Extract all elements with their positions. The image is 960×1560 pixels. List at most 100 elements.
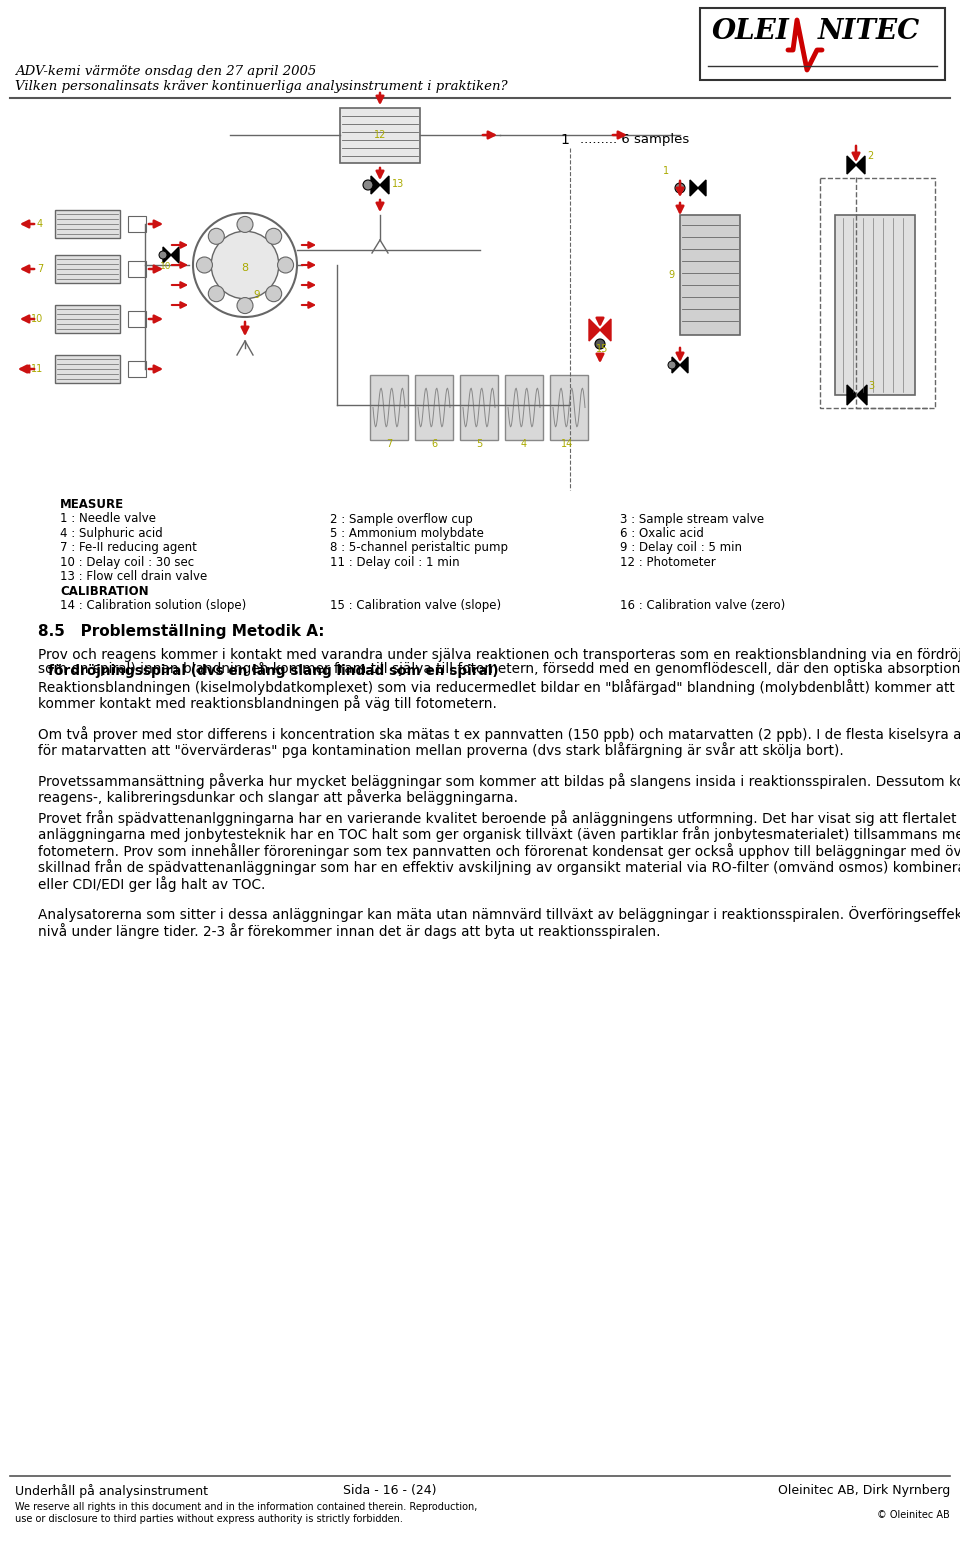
Polygon shape (371, 176, 380, 193)
Polygon shape (698, 179, 706, 197)
Circle shape (675, 183, 685, 193)
Polygon shape (680, 357, 688, 373)
Text: ......... 6 samples: ......... 6 samples (580, 133, 689, 147)
Text: Analysatorerna som sitter i dessa anläggningar kan mäta utan nämnvärd tillväxt a: Analysatorerna som sitter i dessa anlägg… (38, 906, 960, 922)
Text: 3 : Sample stream valve: 3 : Sample stream valve (620, 513, 764, 526)
Text: för matarvatten att "övervärderas" pga kontamination mellan proverna (dvs stark : för matarvatten att "övervärderas" pga k… (38, 743, 844, 758)
Text: 8 : 5-channel peristaltic pump: 8 : 5-channel peristaltic pump (330, 541, 508, 554)
Polygon shape (171, 246, 179, 264)
Text: Vilken personalinsats kräver kontinuerliga analysinstrument i praktiken?: Vilken personalinsats kräver kontinuerli… (15, 80, 508, 94)
Text: OLEI: OLEI (712, 70, 737, 80)
Bar (550, 374, 588, 440)
Circle shape (159, 251, 167, 259)
Circle shape (266, 285, 281, 301)
Text: Oleinitec AB, Dirk Nyrnberg: Oleinitec AB, Dirk Nyrnberg (778, 1484, 950, 1498)
Polygon shape (380, 176, 389, 193)
Text: 4: 4 (521, 438, 527, 449)
Text: 8: 8 (241, 264, 249, 273)
Circle shape (266, 228, 281, 245)
Text: 12: 12 (373, 129, 386, 140)
Text: 15: 15 (596, 345, 609, 354)
Bar (835, 215, 915, 395)
Circle shape (363, 179, 373, 190)
Text: kommer kontakt med reaktionsblandningen på väg till fotometern.: kommer kontakt med reaktionsblandningen … (38, 696, 497, 711)
Text: anläggningarna med jonbytesteknik har en TOC halt som ger organisk tillväxt (äve: anläggningarna med jonbytesteknik har en… (38, 827, 960, 842)
Polygon shape (163, 246, 171, 264)
Polygon shape (690, 179, 698, 197)
FancyBboxPatch shape (700, 8, 945, 80)
Text: 7 : Fe-II reducing agent: 7 : Fe-II reducing agent (60, 541, 197, 554)
Text: 12 : Photometer: 12 : Photometer (620, 555, 716, 569)
Text: 6: 6 (431, 438, 437, 449)
Text: 14: 14 (561, 438, 573, 449)
Text: 7: 7 (386, 438, 392, 449)
Text: fotometern. Prov som innehåller föroreningar som tex pannvatten och förorenat ko: fotometern. Prov som innehåller föroreni… (38, 842, 960, 860)
Text: Provetssammansättning påverka hur mycket beläggningar som kommer att bildas på s: Provetssammansättning påverka hur mycket… (38, 774, 960, 789)
Circle shape (208, 228, 225, 245)
Text: Sida - 16 - (24): Sida - 16 - (24) (344, 1484, 437, 1498)
Text: 1 : Needle valve: 1 : Needle valve (60, 513, 156, 526)
Text: 5: 5 (476, 438, 482, 449)
Text: 10: 10 (31, 314, 43, 324)
Text: 2 : Sample overflow cup: 2 : Sample overflow cup (330, 513, 472, 526)
Polygon shape (847, 156, 856, 175)
Text: 15 : Calibration valve (slope): 15 : Calibration valve (slope) (330, 599, 501, 613)
Text: CALIBRATION: CALIBRATION (60, 585, 149, 597)
Text: © Oleinitec AB: © Oleinitec AB (877, 1510, 950, 1519)
Text: 11: 11 (31, 363, 43, 374)
Text: use or disclosure to third parties without express authority is strictly forbidd: use or disclosure to third parties witho… (15, 1515, 403, 1524)
Bar (680, 215, 740, 335)
Text: 10: 10 (160, 262, 172, 271)
Circle shape (197, 257, 212, 273)
Bar (460, 374, 498, 440)
Bar (55, 306, 120, 332)
Polygon shape (847, 385, 857, 406)
Text: MEASURE: MEASURE (60, 498, 124, 512)
Text: som en spiral) innan blandningen kommer fram till själva till fotometern, försed: som en spiral) innan blandningen kommer … (38, 663, 960, 677)
Text: eller CDI/EDI ger låg halt av TOC.: eller CDI/EDI ger låg halt av TOC. (38, 877, 265, 892)
Text: reagens-, kalibreringsdunkar och slangar att påverka beläggningarna.: reagens-, kalibreringsdunkar och slangar… (38, 789, 518, 805)
Text: 4 : Sulphuric acid: 4 : Sulphuric acid (60, 527, 163, 540)
Circle shape (237, 298, 253, 314)
Text: 9: 9 (668, 270, 674, 279)
Text: 16 : Calibration valve (zero): 16 : Calibration valve (zero) (620, 599, 785, 613)
Text: skillnad från de spädvattenanläggningar som har en effektiv avskiljning av organ: skillnad från de spädvattenanläggningar … (38, 860, 960, 875)
Circle shape (277, 257, 294, 273)
Text: 10 : Delay coil : 30 sec: 10 : Delay coil : 30 sec (60, 555, 194, 569)
Text: 6 : Oxalic acid: 6 : Oxalic acid (620, 527, 704, 540)
Bar (128, 360, 146, 378)
Bar (340, 108, 420, 162)
Circle shape (668, 360, 676, 370)
Text: OLEI: OLEI (712, 19, 790, 45)
Bar (415, 374, 453, 440)
Bar (55, 211, 120, 239)
Polygon shape (589, 318, 600, 342)
Text: 4: 4 (36, 218, 43, 229)
Polygon shape (857, 385, 867, 406)
Text: NITEC: NITEC (818, 19, 921, 45)
Text: 5 : Ammonium molybdate: 5 : Ammonium molybdate (330, 527, 484, 540)
Text: 13 : Flow cell drain valve: 13 : Flow cell drain valve (60, 571, 207, 583)
Text: 3: 3 (868, 381, 874, 392)
Polygon shape (672, 357, 680, 373)
Bar (820, 178, 935, 409)
Text: Provet från spädvattenanlggningarna har en varierande kvalitet beroende på anläg: Provet från spädvattenanlggningarna har … (38, 810, 960, 825)
Text: 13: 13 (392, 179, 404, 189)
Text: We reserve all rights in this document and in the information contained therein.: We reserve all rights in this document a… (15, 1502, 477, 1512)
Circle shape (193, 214, 297, 317)
Text: 9: 9 (253, 290, 259, 300)
Text: Om två prover med stor differens i koncentration ska mätas t ex pannvatten (150 : Om två prover med stor differens i konce… (38, 725, 960, 743)
Bar (55, 356, 120, 384)
Bar (370, 374, 408, 440)
Text: Prov och reagens kommer i kontakt med varandra under själva reaktionen och trans: Prov och reagens kommer i kontakt med va… (38, 646, 960, 661)
Text: 9 : Delay coil : 5 min: 9 : Delay coil : 5 min (620, 541, 742, 554)
Bar (505, 374, 543, 440)
Bar (55, 254, 120, 282)
Text: 11 : Delay coil : 1 min: 11 : Delay coil : 1 min (330, 555, 460, 569)
Circle shape (595, 339, 605, 349)
Text: 14 : Calibration solution (slope): 14 : Calibration solution (slope) (60, 599, 247, 613)
Text: Reaktionsblandningen (kiselmolybdatkomplexet) som via reducermedlet bildar en "b: Reaktionsblandningen (kiselmolybdatkompl… (38, 679, 960, 694)
Text: 7: 7 (36, 264, 43, 275)
Text: Underhåll på analysinstrument: Underhåll på analysinstrument (15, 1484, 208, 1498)
Text: nivå under längre tider. 2-3 år förekommer innan det är dags att byta ut reaktio: nivå under längre tider. 2-3 år förekomm… (38, 924, 660, 939)
